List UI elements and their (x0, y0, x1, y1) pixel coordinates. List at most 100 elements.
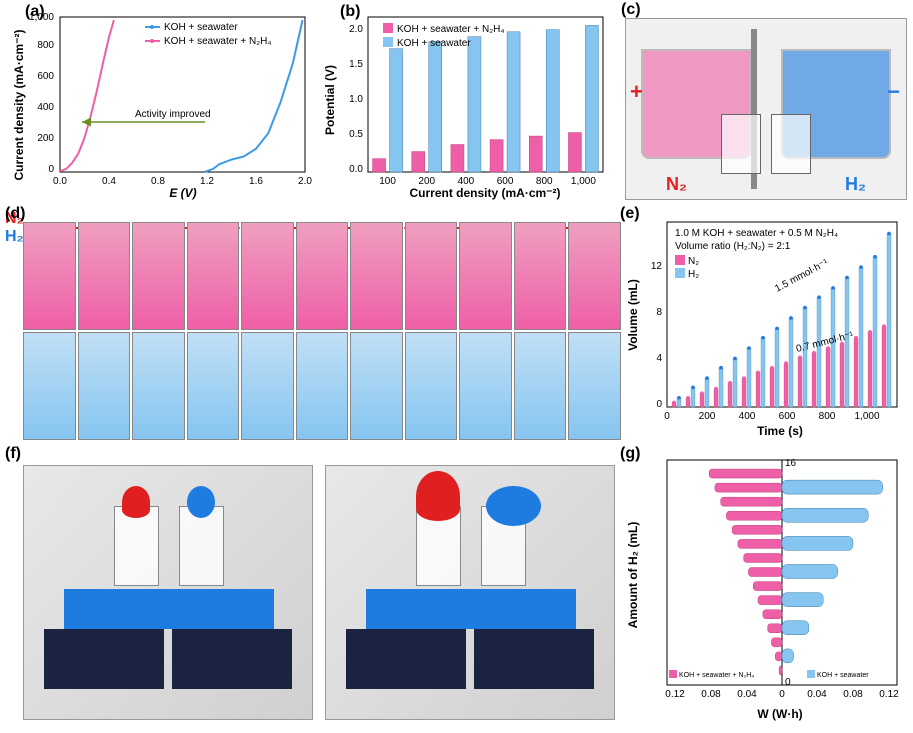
panel-d-frame-h2 (568, 332, 621, 440)
panel-e-x-ticks: 0 200 400 600 800 1,000 (664, 411, 880, 422)
panel-d-frame-n2 (350, 222, 403, 330)
panel-d-frame-n2 (187, 222, 240, 330)
panel-g-chart: 0 2 4 6 8 10 12 14 16 0.12 0.08 0.04 0 0… (625, 450, 907, 725)
svg-text:0: 0 (656, 399, 662, 410)
panel-c-label: (c) (621, 1, 641, 19)
svg-text:16: 16 (785, 458, 797, 469)
panel-g-label: (g) (620, 445, 640, 463)
svg-text:N₂: N₂ (688, 256, 699, 267)
panel-c-minus: − (887, 79, 900, 105)
svg-text:400: 400 (739, 411, 756, 422)
panel-d-frame-h2 (514, 332, 567, 440)
panel-g: (g) 0 2 4 6 8 10 12 14 16 0.12 0.08 0.04… (625, 450, 907, 725)
panel-d: (d) N₂ H₂ (5, 210, 623, 440)
panel-d-frame-n2 (132, 222, 185, 330)
panel-c: (c) + − N₂ H₂ (625, 18, 907, 200)
svg-text:2.0: 2.0 (298, 176, 312, 187)
panel-d-frame-h2 (350, 332, 403, 440)
panel-d-frame-h2 (241, 332, 294, 440)
panel-g-ylabel: Amount of H₂ (mL) (626, 522, 640, 629)
svg-text:KOH + seawater + N₂H₄: KOH + seawater + N₂H₄ (679, 672, 754, 679)
panel-d-frame-h2 (459, 332, 512, 440)
svg-text:0.12: 0.12 (879, 689, 899, 700)
svg-text:H₂: H₂ (688, 269, 699, 280)
panel-d-frame-n2 (78, 222, 131, 330)
panel-a-chart: 0 200 400 600 800 1,000 0.0 0.4 0.8 1.2 … (5, 5, 315, 200)
svg-text:KOH + seawater + N₂H₄: KOH + seawater + N₂H₄ (164, 36, 271, 47)
panel-f-photo-2 (325, 465, 615, 720)
panel-d-frame-n2 (296, 222, 349, 330)
panel-d-frame-h2 (78, 332, 131, 440)
svg-text:1.2: 1.2 (200, 176, 214, 187)
panel-d-frame-h2 (23, 332, 76, 440)
svg-text:600: 600 (779, 411, 796, 422)
svg-text:0.08: 0.08 (701, 689, 721, 700)
panel-d-frame-n2 (568, 222, 621, 330)
panel-b: (b) 0.0 0.5 1.0 1.5 2.0 1002004006008001… (320, 5, 615, 200)
panel-b-label: (b) (340, 3, 360, 21)
panel-b-y-ticks: 0.0 0.5 1.0 1.5 2.0 (349, 24, 363, 175)
panel-a-xlabel: E (V) (169, 186, 196, 200)
svg-text:0.4: 0.4 (102, 176, 116, 187)
svg-text:0: 0 (785, 677, 791, 688)
svg-text:0: 0 (48, 164, 54, 175)
svg-text:0.0: 0.0 (349, 164, 363, 175)
svg-text:KOH + seawater: KOH + seawater (164, 22, 238, 33)
panel-c-cell-left (721, 114, 761, 174)
svg-text:0.04: 0.04 (807, 689, 827, 700)
panel-a-ylabel: Current density (mA·cm⁻²) (12, 29, 26, 180)
panel-d-frame-h2 (132, 332, 185, 440)
svg-text:2.0: 2.0 (349, 24, 363, 35)
panel-e-ann-ratio: Volume ratio (H₂:N₂) = 2:1 (675, 241, 791, 252)
panel-f-label: (f) (5, 445, 21, 463)
svg-text:0.8: 0.8 (151, 176, 165, 187)
svg-text:0.0: 0.0 (53, 176, 67, 187)
panel-e: (e) 0 4 8 12 0 200 400 600 800 1,000 1.0… (625, 210, 907, 440)
panel-e-label: (e) (620, 205, 640, 223)
panel-b-chart: 0.0 0.5 1.0 1.5 2.0 1002004006008001,000… (320, 5, 615, 200)
svg-text:KOH + seawater: KOH + seawater (817, 672, 869, 679)
svg-text:200: 200 (37, 133, 54, 144)
panel-c-h2: H₂ (845, 174, 866, 195)
svg-text:1.6: 1.6 (249, 176, 263, 187)
svg-text:8: 8 (656, 307, 662, 318)
panel-d-frame-n2 (241, 222, 294, 330)
svg-text:KOH + seawater: KOH + seawater (397, 38, 471, 49)
panel-d-frame-h2 (405, 332, 458, 440)
svg-text:0.12: 0.12 (665, 689, 685, 700)
svg-text:1.0: 1.0 (349, 94, 363, 105)
panel-d-frame-n2 (459, 222, 512, 330)
svg-text:100: 100 (379, 176, 396, 187)
panel-e-chart: 0 4 8 12 0 200 400 600 800 1,000 1.0 M K… (625, 210, 907, 440)
panel-e-ann-top: 1.0 M KOH + seawater + 0.5 M N₂H₄ (675, 228, 838, 239)
panel-f-photo-1 (23, 465, 313, 720)
svg-text:0.04: 0.04 (737, 689, 757, 700)
panel-e-y-ticks: 0 4 8 12 (651, 261, 663, 410)
svg-text:0: 0 (779, 689, 785, 700)
panel-c-plus: + (630, 79, 643, 105)
svg-text:800: 800 (37, 40, 54, 51)
panel-c-n2: N₂ (666, 174, 687, 195)
panel-d-frame-n2 (23, 222, 76, 330)
svg-text:400: 400 (37, 102, 54, 113)
panel-e-ylabel: Volume (mL) (626, 279, 640, 351)
panel-d-label: (d) (5, 205, 25, 223)
svg-text:KOH + seawater + N₂H₄: KOH + seawater + N₂H₄ (397, 24, 504, 35)
svg-text:1,000: 1,000 (571, 176, 596, 187)
svg-text:12: 12 (651, 261, 663, 272)
svg-text:600: 600 (37, 71, 54, 82)
panel-f: (f) (5, 450, 623, 725)
svg-text:1.5: 1.5 (349, 59, 363, 70)
svg-text:4: 4 (656, 353, 662, 364)
panel-a-y-ticks: 0 200 400 600 800 1,000 (29, 12, 54, 175)
panel-d-frame-n2 (514, 222, 567, 330)
panel-d-frame-n2 (405, 222, 458, 330)
svg-text:0.5: 0.5 (349, 129, 363, 140)
panel-g-x-ticks: 0.12 0.08 0.04 0 0.04 0.08 0.12 (665, 689, 899, 700)
panel-e-xlabel: Time (s) (757, 424, 803, 438)
svg-text:800: 800 (819, 411, 836, 422)
panel-a-label: (a) (25, 3, 45, 21)
panel-d-frame-h2 (296, 332, 349, 440)
panel-a-annotation: Activity improved (135, 109, 211, 120)
panel-b-ylabel: Potential (V) (323, 65, 337, 135)
